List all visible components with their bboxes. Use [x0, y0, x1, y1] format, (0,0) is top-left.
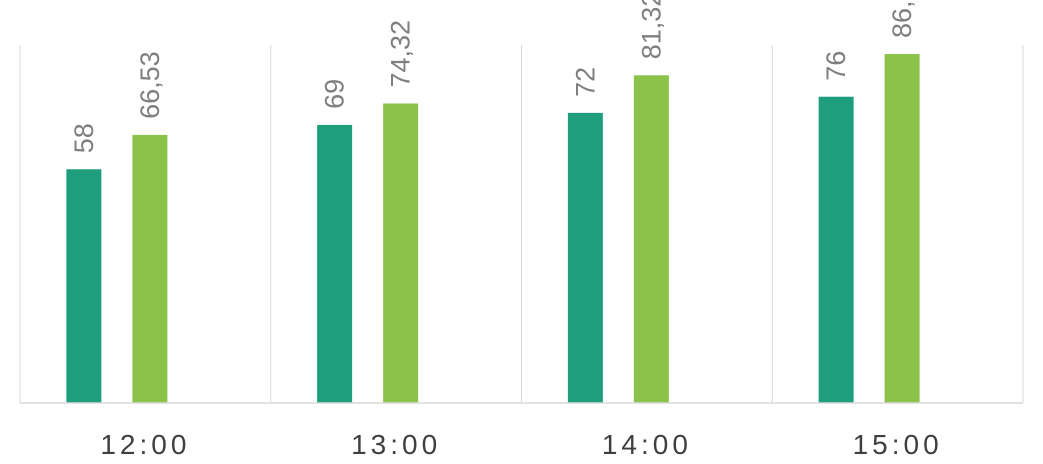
bars-layer — [66, 54, 920, 404]
data-label-series-1-1300: 69 — [320, 79, 350, 109]
data-label-series-2-1400: 81,32 — [636, 0, 666, 59]
data-label-series-1-1400: 72 — [570, 67, 600, 97]
grid-layer — [19, 45, 1024, 403]
data-label-series-2-1500: 86,59 — [887, 0, 917, 38]
bar-series-2-1300 — [383, 103, 419, 403]
data-label-series-2-1300: 74,32 — [386, 20, 416, 88]
bar-series-1-1500 — [818, 96, 854, 403]
bar-series-1-1300 — [317, 124, 353, 404]
x-tick-label: 13:00 — [351, 429, 441, 459]
bar-series-2-1200 — [132, 134, 168, 403]
data-label-series-2-1200: 66,53 — [135, 51, 165, 119]
x-tick-labels-layer: 12:00 13:00 14:00 15:00 — [100, 429, 943, 460]
bar-series-2-1500 — [884, 54, 920, 404]
data-label-series-1-1500: 76 — [821, 51, 851, 81]
bar-series-1-1200 — [66, 169, 102, 403]
x-tick-label: 12:00 — [100, 429, 190, 459]
x-tick-label: 15:00 — [853, 429, 943, 459]
data-label-series-1-1200: 58 — [69, 123, 99, 153]
data-labels-layer: 58 66,53 69 74,32 72 81,32 76 86,59 — [69, 0, 917, 153]
bar-series-1-1400 — [567, 112, 603, 403]
x-tick-label: 14:00 — [602, 429, 692, 459]
bar-series-2-1400 — [633, 75, 669, 404]
